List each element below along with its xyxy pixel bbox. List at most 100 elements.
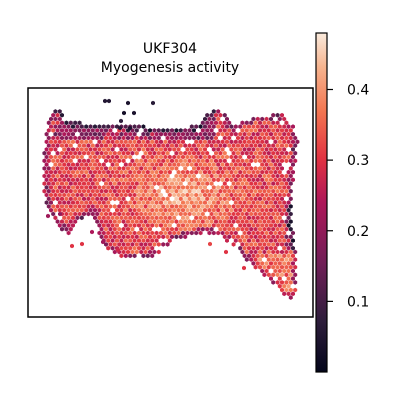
spot xyxy=(255,154,260,160)
spot xyxy=(216,109,221,114)
spot xyxy=(209,219,214,224)
spot xyxy=(286,131,291,137)
spot xyxy=(286,238,291,243)
spot xyxy=(106,207,111,213)
spot xyxy=(269,238,273,243)
spot xyxy=(46,196,51,202)
spot xyxy=(123,192,128,198)
spot xyxy=(242,223,247,228)
spot xyxy=(255,147,260,152)
spot xyxy=(174,181,179,186)
spot xyxy=(68,219,73,224)
spot xyxy=(196,166,201,171)
spot xyxy=(260,253,265,259)
spot xyxy=(66,131,71,137)
spot xyxy=(255,192,260,198)
spot xyxy=(181,230,185,236)
spot xyxy=(126,100,130,106)
spot xyxy=(264,162,269,167)
spot xyxy=(110,139,115,145)
spot xyxy=(266,204,271,209)
spot xyxy=(284,219,289,224)
spot xyxy=(196,143,201,148)
spot xyxy=(189,124,194,129)
spot xyxy=(152,204,157,209)
spot xyxy=(282,154,287,160)
spot xyxy=(150,185,155,190)
spot xyxy=(64,188,69,194)
spot xyxy=(220,185,225,190)
spot xyxy=(75,147,80,152)
spot xyxy=(253,257,258,262)
spot xyxy=(141,131,146,137)
spot xyxy=(71,215,75,221)
spot xyxy=(280,135,284,141)
spot xyxy=(174,135,179,141)
spot xyxy=(141,215,146,221)
spot xyxy=(167,223,172,228)
spot xyxy=(73,211,78,217)
spot xyxy=(220,230,225,236)
spot xyxy=(251,192,256,198)
spot xyxy=(84,207,89,213)
spot xyxy=(68,135,73,141)
spot xyxy=(176,223,181,228)
spot xyxy=(231,173,236,179)
spot xyxy=(101,147,106,152)
spot xyxy=(84,200,89,205)
spot xyxy=(209,143,214,148)
spot xyxy=(185,131,190,137)
spot xyxy=(80,241,84,247)
spot xyxy=(207,139,212,145)
spot xyxy=(238,223,243,228)
spot xyxy=(229,230,234,236)
spot xyxy=(207,192,212,198)
spot xyxy=(90,204,95,209)
spot xyxy=(132,200,137,205)
spot xyxy=(194,215,199,221)
spot xyxy=(286,192,291,198)
spot xyxy=(225,215,229,221)
spot xyxy=(145,131,150,137)
spot xyxy=(251,207,256,213)
spot xyxy=(244,211,249,217)
spot xyxy=(172,177,177,183)
spot xyxy=(194,124,199,129)
spot xyxy=(255,185,260,190)
spot xyxy=(148,249,152,255)
spot xyxy=(183,150,188,156)
spot xyxy=(42,188,47,194)
spot xyxy=(211,139,216,145)
spot xyxy=(122,110,126,116)
spot xyxy=(214,166,218,171)
spot xyxy=(117,135,122,141)
spot xyxy=(130,143,135,148)
spot xyxy=(123,223,128,228)
spot xyxy=(57,177,62,183)
spot xyxy=(110,230,115,236)
spot xyxy=(233,147,238,152)
spot xyxy=(174,219,179,224)
spot xyxy=(194,223,199,228)
spot xyxy=(119,238,124,243)
spot xyxy=(88,177,93,183)
spot xyxy=(150,139,155,145)
spot xyxy=(165,181,170,186)
spot xyxy=(225,131,229,137)
spot xyxy=(203,162,207,167)
spot xyxy=(275,120,280,126)
spot xyxy=(64,135,69,141)
spot xyxy=(176,192,181,198)
spot xyxy=(258,120,262,126)
spot xyxy=(194,139,199,145)
spot xyxy=(49,192,53,198)
spot xyxy=(148,173,152,179)
spot xyxy=(143,204,148,209)
spot xyxy=(242,162,247,167)
spot xyxy=(110,147,115,152)
spot xyxy=(183,158,188,164)
spot xyxy=(258,173,262,179)
spot xyxy=(79,162,84,167)
spot xyxy=(97,200,102,205)
spot xyxy=(64,204,69,209)
